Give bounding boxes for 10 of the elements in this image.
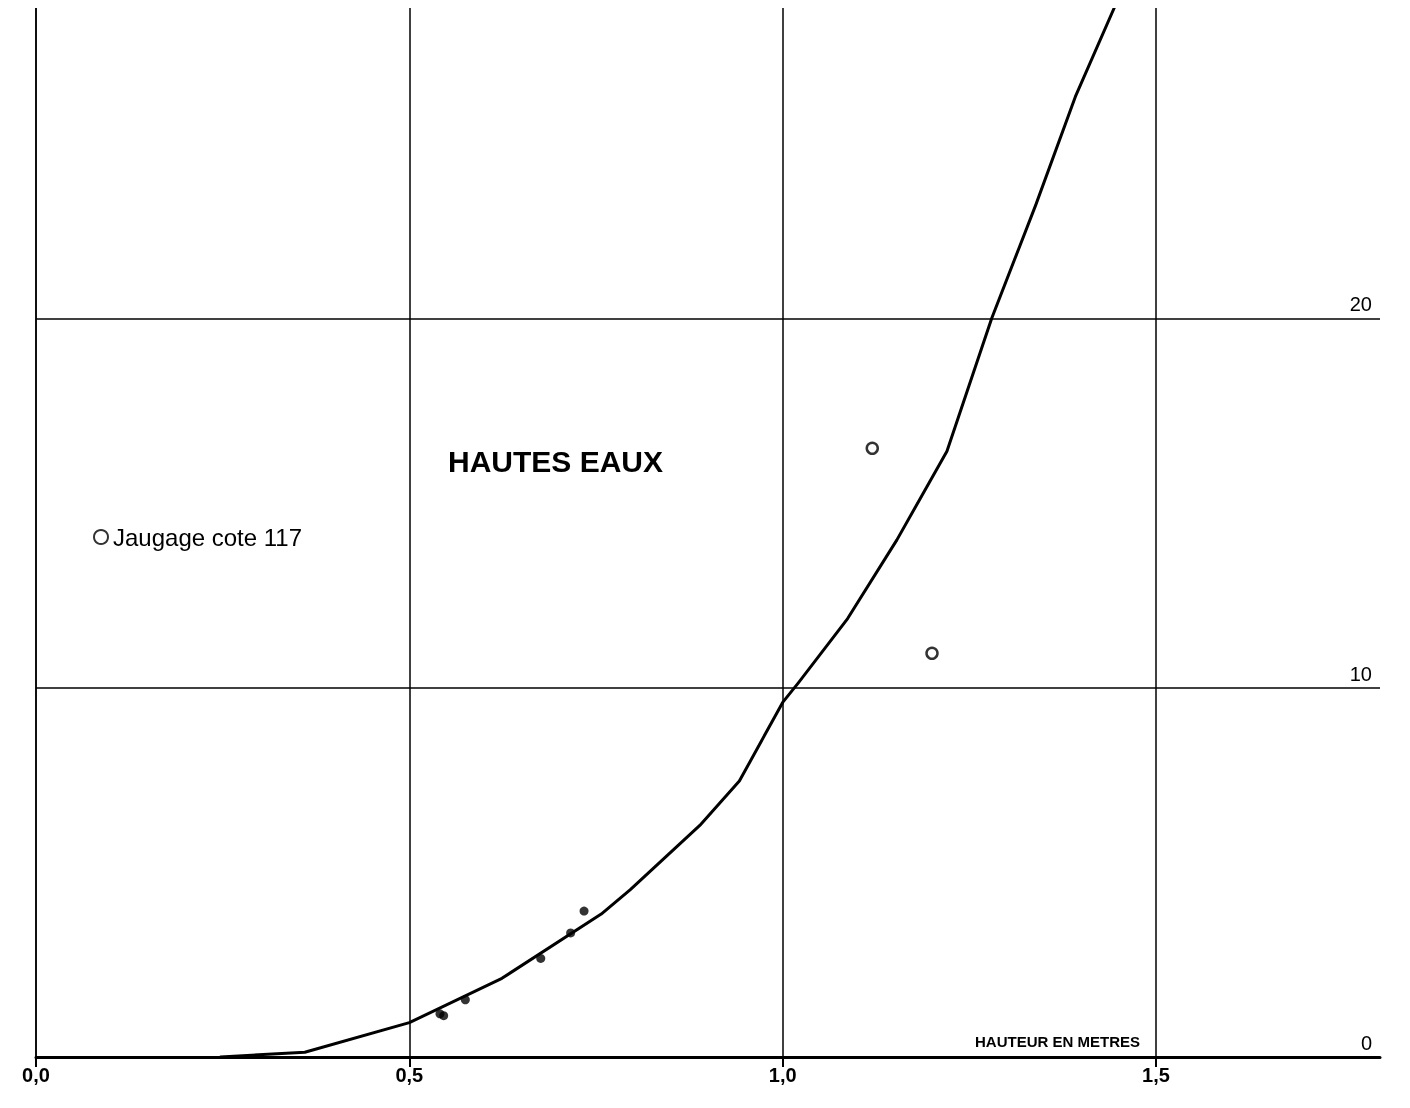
x-tick-label: 1,0: [768, 1064, 797, 1086]
annotation: HAUTES EAUX: [448, 444, 664, 478]
x-tick-label: 1,5: [1142, 1064, 1170, 1086]
x-tick-label: 0,5: [395, 1064, 424, 1086]
y-tick-label: 10: [1349, 662, 1372, 685]
y-tick-label: 0: [1360, 1032, 1372, 1054]
x-tick-label: 0,0: [22, 1064, 50, 1086]
y-tick-label: 20: [1349, 293, 1372, 316]
legend-label: Jaugage cote 117: [113, 523, 303, 551]
x-axis-title: HAUTEUR EN METRES: [974, 1033, 1141, 1050]
